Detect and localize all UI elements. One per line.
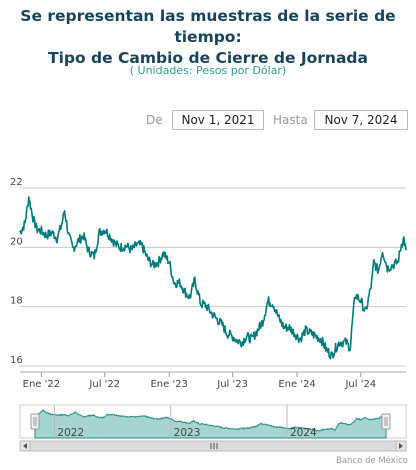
x-tick-label: Jul '24: [344, 379, 376, 390]
chart-subtitle: ( Unidades: Pesos por Dólar): [129, 64, 287, 77]
x-tick-label: Ene '22: [23, 379, 60, 390]
navigator-series: [34, 409, 387, 439]
chart-title: Se representan las muestras de la serie …: [0, 6, 416, 69]
credit-text: Banco de México: [335, 456, 408, 466]
navigator-year-label: 2024: [290, 427, 317, 439]
x-tick-label: Jul '22: [88, 379, 120, 390]
scrollbar-thumb[interactable]: [29, 440, 397, 452]
x-tick-label: Ene '24: [278, 379, 315, 390]
range-from-input[interactable]: Nov 1, 2021: [172, 110, 264, 130]
navigator-year-label: 2023: [174, 427, 201, 439]
chart-title-line-1: Se representan las muestras de la serie …: [20, 7, 396, 46]
chevron-right-icon: [399, 443, 403, 449]
range-to-input[interactable]: Nov 7, 2024: [314, 110, 408, 130]
y-tick-label: 22: [10, 177, 23, 188]
y-tick-label: 20: [10, 236, 23, 247]
chart-title-line-2: Tipo de Cambio de Cierre de Jornada: [48, 49, 368, 67]
range-from-label: De: [146, 113, 163, 127]
y-tick-label: 16: [10, 355, 23, 366]
range-to-label: Hasta: [273, 113, 308, 127]
x-tick-label: Ene '23: [150, 379, 187, 390]
x-tick-label: Jul '23: [216, 379, 248, 390]
y-tick-label: 18: [10, 296, 23, 307]
navigator-year-label: 2022: [57, 427, 84, 439]
navigator-handle-right[interactable]: [381, 413, 391, 430]
chevron-left-icon: [23, 443, 27, 449]
navigator-handle-left[interactable]: [30, 413, 40, 430]
series-line: [19, 196, 407, 360]
date-range-selector: De Nov 1, 2021 Hasta Nov 7, 2024: [0, 110, 416, 130]
